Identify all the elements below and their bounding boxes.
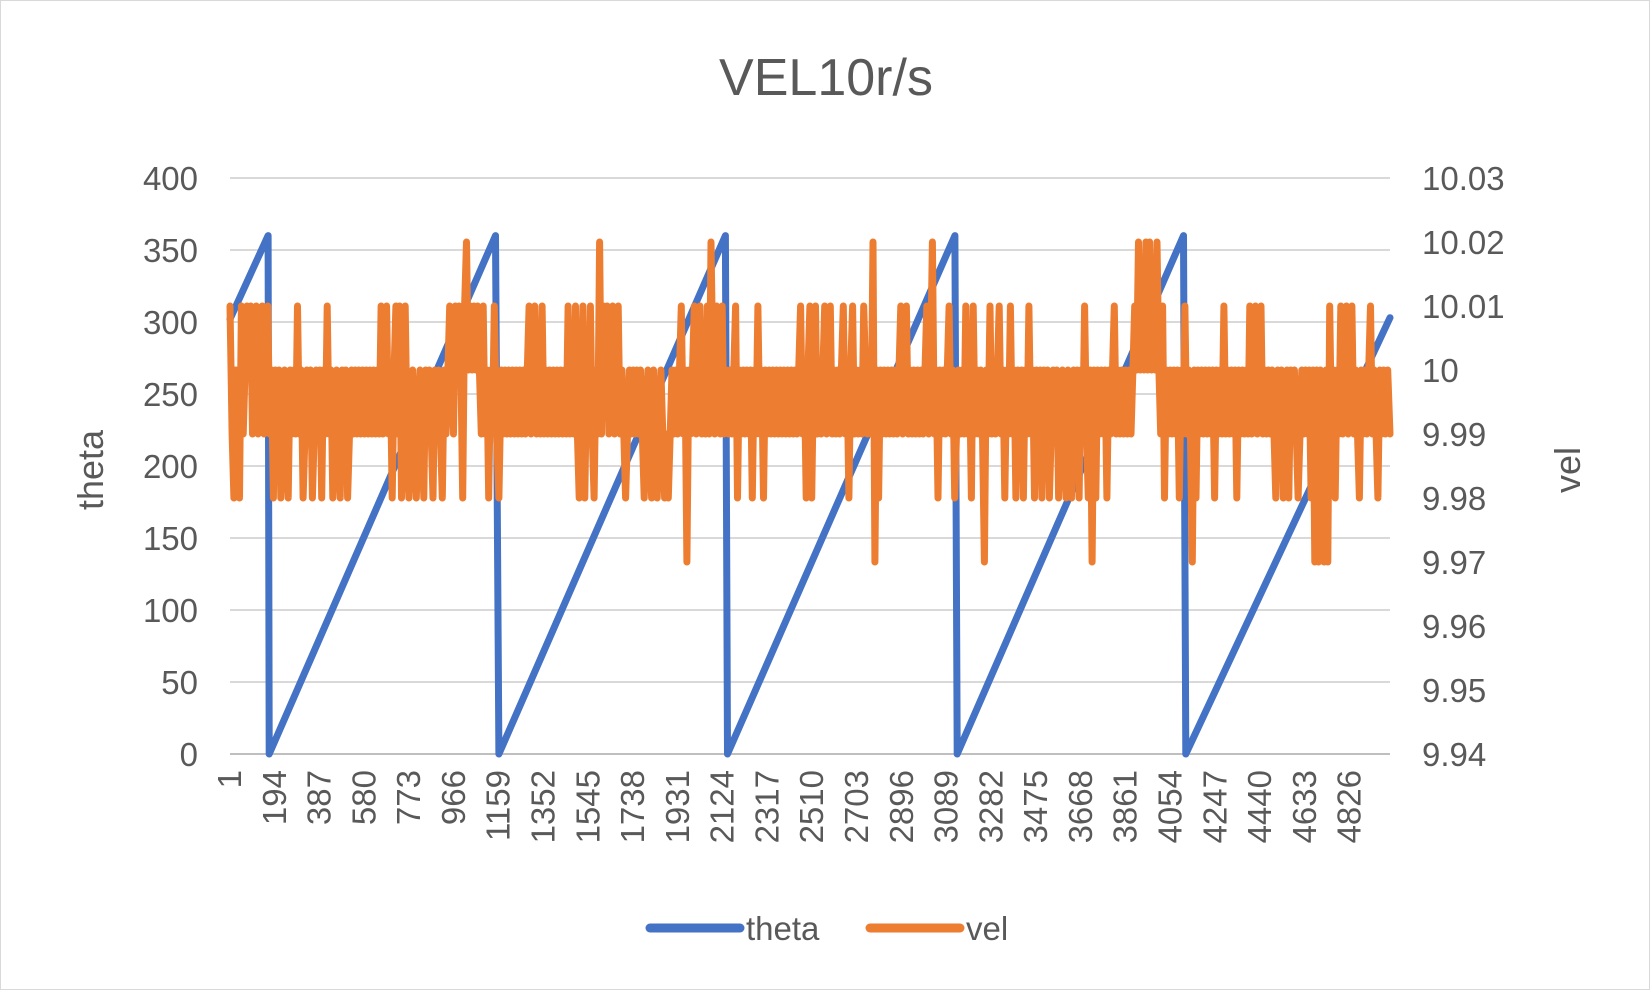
x-tick-label: 4054	[1151, 770, 1188, 843]
x-tick-label: 4633	[1286, 770, 1323, 843]
x-tick-label: 2703	[838, 770, 875, 843]
x-tick-label: 3282	[972, 770, 1009, 843]
series-layer	[226, 232, 1394, 758]
x-tick-label: 1	[211, 770, 248, 788]
left-tick-label: 50	[161, 664, 198, 701]
right-tick-label: 9.95	[1422, 672, 1486, 709]
x-tick-label: 4826	[1331, 770, 1368, 843]
x-tick-label: 1545	[569, 770, 606, 843]
left-tick-label: 400	[143, 160, 198, 197]
legend-label-theta: theta	[746, 910, 820, 947]
x-tick-label: 3089	[928, 770, 965, 843]
x-axis-ticks: 1 194 387 580 773 966 1159 1352 1545 1738 1931 2124…	[211, 770, 1368, 843]
x-tick-label: 2124	[704, 770, 741, 843]
left-tick-label: 150	[143, 520, 198, 557]
left-tick-label: 200	[143, 448, 198, 485]
x-tick-label: 1352	[524, 770, 561, 843]
right-tick-label: 9.99	[1422, 416, 1486, 453]
x-tick-label: 1738	[614, 770, 651, 843]
chart-title: VEL10r/s	[719, 49, 933, 107]
x-tick-label: 3861	[1107, 770, 1144, 843]
left-tick-label: 350	[143, 232, 198, 269]
left-tick-label: 250	[143, 376, 198, 413]
right-tick-label: 10.02	[1422, 224, 1505, 261]
x-tick-label: 387	[301, 770, 338, 825]
x-tick-label: 2510	[793, 770, 830, 843]
right-axis-ticks: 9.94 9.95 9.96 9.97 9.98 9.99 10 10.01 10.02 10.0…	[1422, 160, 1505, 773]
legend-label-vel: vel	[966, 910, 1008, 947]
right-tick-label: 9.98	[1422, 480, 1486, 517]
x-tick-label: 4440	[1241, 770, 1278, 843]
right-tick-label: 9.96	[1422, 608, 1486, 645]
x-tick-label: 966	[435, 770, 472, 825]
left-tick-label: 0	[180, 736, 198, 773]
x-tick-label: 3475	[1017, 770, 1054, 843]
x-tick-label: 773	[390, 770, 427, 825]
x-tick-label: 4247	[1196, 770, 1233, 843]
x-tick-label: 2317	[748, 770, 785, 843]
series-line-vel	[226, 238, 1394, 566]
legend: theta vel	[645, 910, 1008, 947]
right-tick-label: 10	[1422, 352, 1459, 389]
x-tick-label: 3668	[1062, 770, 1099, 843]
x-tick-label: 194	[256, 770, 293, 825]
left-axis-title: theta	[70, 429, 111, 510]
x-tick-label: 1931	[659, 770, 696, 843]
x-tick-label: 2896	[883, 770, 920, 843]
right-tick-label: 10.03	[1422, 160, 1505, 197]
right-tick-label: 9.97	[1422, 544, 1486, 581]
right-tick-label: 9.94	[1422, 736, 1486, 773]
left-tick-label: 300	[143, 304, 198, 341]
left-tick-label: 100	[143, 592, 198, 629]
right-axis-title: vel	[1547, 447, 1588, 493]
x-tick-label: 1159	[480, 770, 517, 841]
x-tick-label: 580	[345, 770, 382, 825]
left-axis-ticks: 0 50 100 150 200 250 300 350 400	[143, 160, 198, 773]
right-tick-label: 10.01	[1422, 288, 1505, 325]
